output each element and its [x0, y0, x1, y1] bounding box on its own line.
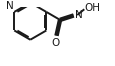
Text: N: N	[6, 1, 13, 11]
Text: OH: OH	[84, 3, 100, 13]
Text: O: O	[51, 38, 59, 48]
Text: N: N	[74, 10, 82, 20]
